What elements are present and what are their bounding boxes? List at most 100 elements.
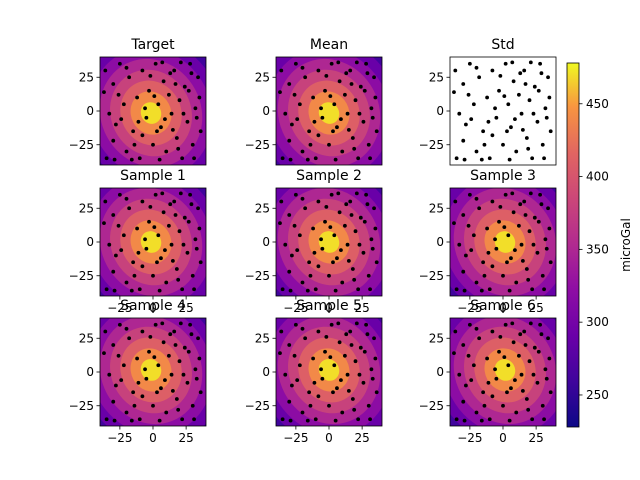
station-point <box>336 321 341 326</box>
y-tick-label: −25 <box>69 138 94 152</box>
station-point <box>544 246 549 251</box>
y-tick-label: 25 <box>255 70 270 84</box>
station-points <box>102 60 203 162</box>
station-point <box>474 149 479 154</box>
station-point <box>486 119 491 124</box>
station-point <box>319 106 323 111</box>
station-point <box>182 345 187 350</box>
x-tick-label: −25 <box>107 431 132 445</box>
station-point <box>490 68 495 73</box>
station-point <box>540 403 545 408</box>
x-tick-label: 0 <box>325 301 333 315</box>
station-point <box>498 335 503 339</box>
station-point <box>374 390 379 395</box>
station-point <box>170 389 175 393</box>
station-point <box>506 102 511 107</box>
station-point <box>316 329 321 334</box>
station-point <box>169 111 174 116</box>
station-point <box>339 248 343 253</box>
station-point <box>494 376 499 381</box>
station-point <box>339 378 343 382</box>
station-point <box>535 250 540 255</box>
station-point <box>345 111 350 116</box>
station-point <box>546 206 550 211</box>
station-point <box>114 122 118 127</box>
station-point <box>345 242 350 247</box>
station-point <box>461 82 466 86</box>
station-point <box>297 102 302 107</box>
x-tick-label: 25 <box>354 431 369 445</box>
station-point <box>124 410 129 415</box>
station-point <box>131 390 136 395</box>
station-point <box>372 75 376 80</box>
station-point <box>104 417 109 422</box>
station-point <box>543 237 548 242</box>
x-tick-label: 0 <box>499 431 507 445</box>
station-points <box>452 191 553 293</box>
station-point <box>513 117 517 121</box>
station-point <box>143 106 147 111</box>
station-point <box>358 345 363 350</box>
station-point <box>481 260 486 265</box>
station-point <box>467 61 472 66</box>
station-point <box>352 407 357 412</box>
x-tick-label: 0 <box>499 301 507 315</box>
station-point <box>544 115 549 120</box>
station-point <box>160 60 165 65</box>
station-point <box>151 142 155 147</box>
station-point <box>172 68 177 73</box>
station-point <box>189 71 194 76</box>
station-point <box>487 287 492 292</box>
station-point <box>159 256 163 261</box>
station-point <box>362 88 367 93</box>
station-point <box>311 95 315 100</box>
station-point <box>461 269 466 274</box>
station-point <box>356 287 361 292</box>
station-point <box>361 119 366 124</box>
station-point <box>137 156 142 161</box>
station-point <box>329 322 334 327</box>
station-point <box>197 356 202 361</box>
station-point <box>481 129 486 134</box>
station-point <box>366 403 371 408</box>
station-point <box>185 380 190 385</box>
station-point <box>186 219 191 224</box>
station-point <box>102 351 106 355</box>
station-point <box>193 237 198 242</box>
station-point <box>357 372 362 377</box>
station-point <box>279 68 284 73</box>
station-point <box>457 111 462 116</box>
panel-title: Sample 4 <box>120 298 186 314</box>
station-point <box>312 119 317 124</box>
station-point <box>542 417 546 422</box>
station-point <box>188 322 193 327</box>
station-point <box>329 192 334 197</box>
station-point <box>193 367 198 372</box>
station-point <box>543 106 548 111</box>
station-point <box>303 206 308 211</box>
station-point <box>503 322 508 327</box>
station-point <box>527 229 532 234</box>
station-point <box>490 199 495 204</box>
station-point <box>357 111 362 116</box>
station-point <box>131 260 136 265</box>
station-point <box>350 136 355 140</box>
station-point <box>356 417 361 422</box>
station-point <box>454 417 459 422</box>
station-point <box>354 321 359 326</box>
station-point <box>117 192 122 197</box>
station-point <box>547 356 552 361</box>
station-point <box>174 397 179 401</box>
station-point <box>177 98 182 103</box>
station-point <box>151 403 155 408</box>
station-point <box>503 61 508 66</box>
station-point <box>481 390 486 395</box>
station-point <box>535 119 540 124</box>
station-point <box>157 418 162 423</box>
station-points <box>278 60 379 162</box>
station-point <box>164 410 169 415</box>
station-point <box>198 260 203 265</box>
station-point <box>324 205 329 209</box>
station-point <box>531 111 536 116</box>
station-point <box>517 223 521 228</box>
